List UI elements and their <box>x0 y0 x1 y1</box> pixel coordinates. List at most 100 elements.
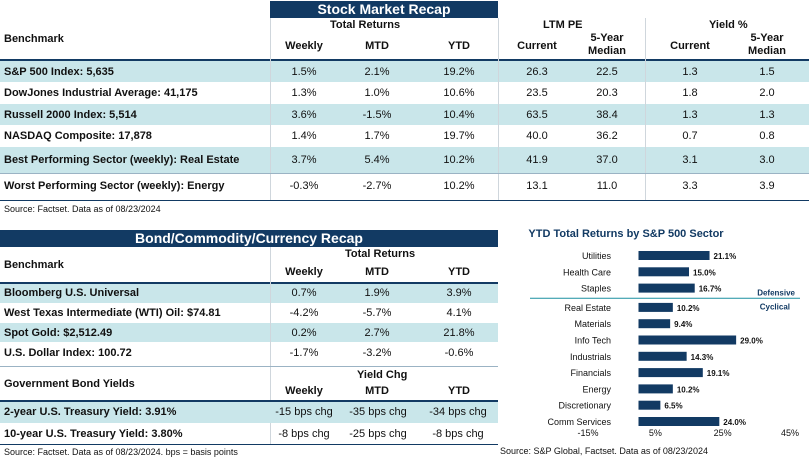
stock-ltm-pe-header: LTM PE <box>543 19 583 31</box>
stock-cell-yield-median: 1.5 <box>759 66 775 78</box>
bond-cell-mtd: 1.9% <box>364 287 390 299</box>
bond-row-label: West Texas Intermediate (WTI) Oil: $74.8… <box>4 307 221 319</box>
sector-returns-chart: YTD Total Returns by S&P 500 Sector Util… <box>500 228 800 456</box>
bond-row-band <box>0 284 498 303</box>
group-label-defensive: Defensive <box>757 288 795 297</box>
stock-cell-pe-current: 23.5 <box>526 87 548 99</box>
stock-cell-ytd: 19.2% <box>443 66 475 78</box>
stock-col-weekly: Weekly <box>285 40 323 52</box>
bond-cell-mtd: -5.7% <box>362 307 392 319</box>
bond-cell-weekly: -4.2% <box>289 307 319 319</box>
stock-col-yield-median-2: Median <box>748 45 786 57</box>
bond-row-band <box>0 323 498 342</box>
data-label: 29.0% <box>740 337 763 346</box>
bond-source: Source: Factset. Data as of 08/23/2024. … <box>4 447 238 457</box>
stock-row-label: Russell 2000 Index: 5,514 <box>4 109 137 121</box>
x-tick-label: 45% <box>781 428 799 438</box>
bar <box>638 384 673 394</box>
stock-header-divider <box>0 59 809 61</box>
stock-col-yield-median-1: 5-Year <box>750 32 784 44</box>
bond-cell-ytd: 4.1% <box>446 307 472 319</box>
stock-cell-yield-current: 1.3 <box>682 66 698 78</box>
stock-cell-weekly: -0.3% <box>289 180 319 192</box>
category-label: Comm Services <box>547 417 611 427</box>
gov-cell-weekly: -15 bps chg <box>275 406 333 418</box>
bond-table-bottom <box>0 444 498 445</box>
stock-cell-weekly: 1.3% <box>291 87 317 99</box>
x-tick-label: 25% <box>714 428 732 438</box>
gov-header-divider <box>0 400 498 402</box>
x-tick-label: -15% <box>577 428 598 438</box>
stock-row-label: Best Performing Sector (weekly): Real Es… <box>4 154 240 166</box>
stock-cell-yield-median: 3.9 <box>759 180 775 192</box>
stock-row-band <box>0 104 809 125</box>
category-label: Info Tech <box>575 336 611 346</box>
bond-row-label: U.S. Dollar Index: 100.72 <box>4 347 132 359</box>
bar <box>638 368 703 378</box>
category-label: Discretionary <box>558 401 611 411</box>
gov-yield-chg-header: Yield Chg <box>357 369 408 381</box>
stock-cell-ytd: 19.7% <box>443 130 475 142</box>
bond-col-mtd: MTD <box>365 266 389 278</box>
stock-recap-title: Stock Market Recap <box>270 1 498 18</box>
gov-cell-ytd: -34 bps chg <box>429 406 487 418</box>
category-label: Industrials <box>570 352 612 362</box>
data-label: 10.2% <box>677 304 700 313</box>
gov-yields-header: Government Bond Yields <box>4 378 135 390</box>
stock-cell-weekly: 3.6% <box>291 109 317 121</box>
bond-col-divider <box>270 247 271 445</box>
stock-cell-yield-current: 3.1 <box>682 154 698 166</box>
stock-cell-pe-median: 38.4 <box>596 109 618 121</box>
stock-cell-mtd: -1.5% <box>362 109 392 121</box>
stock-cell-pe-median: 36.2 <box>596 130 618 142</box>
stock-col-mtd: MTD <box>365 40 389 52</box>
stock-cell-yield-current: 3.3 <box>682 180 698 192</box>
gov-col-mtd: MTD <box>365 385 389 397</box>
bond-cell-weekly: 0.7% <box>291 287 317 299</box>
stock-total-returns-header: Total Returns <box>330 19 401 31</box>
category-label: Utilities <box>582 251 612 261</box>
stock-col-divider <box>645 18 646 200</box>
bond-cell-mtd: -3.2% <box>362 347 392 359</box>
bar <box>638 267 689 277</box>
gov-row-label: 10-year U.S. Treasury Yield: 3.80% <box>4 428 183 440</box>
data-label: 10.2% <box>677 385 700 394</box>
gov-cell-weekly: -8 bps chg <box>278 428 330 440</box>
bar <box>638 417 720 426</box>
bar <box>638 302 673 312</box>
x-tick-label: 5% <box>649 428 662 438</box>
category-label: Energy <box>582 384 611 394</box>
stock-cell-mtd: -2.7% <box>362 180 392 192</box>
bond-cell-ytd: 21.8% <box>443 327 475 339</box>
stock-table-bottom <box>0 200 809 201</box>
category-label: Staples <box>581 284 612 294</box>
bond-cell-mtd: 2.7% <box>364 327 390 339</box>
stock-cell-mtd: 2.1% <box>364 66 390 78</box>
bond-section-divider <box>0 366 498 367</box>
category-label: Real Estate <box>564 303 611 313</box>
data-label: 14.3% <box>691 353 714 362</box>
bond-cell-weekly: 0.2% <box>291 327 317 339</box>
stock-cell-pe-current: 63.5 <box>526 109 548 121</box>
stock-cell-weekly: 3.7% <box>291 154 317 166</box>
stock-cell-mtd: 5.4% <box>364 154 390 166</box>
bond-row-label: Bloomberg U.S. Universal <box>4 287 140 299</box>
bond-cell-ytd: 3.9% <box>446 287 472 299</box>
bar <box>638 335 737 345</box>
stock-row-label: S&P 500 Index: 5,635 <box>4 66 114 78</box>
bond-benchmark-header: Benchmark <box>4 259 64 271</box>
stock-row-divider <box>0 173 809 174</box>
bond-row-label: Spot Gold: $2,512.49 <box>4 327 113 339</box>
gov-row-band <box>0 402 498 423</box>
gov-cell-mtd: -35 bps chg <box>349 406 407 418</box>
bar <box>638 400 661 410</box>
category-label: Health Care <box>563 267 611 277</box>
bond-cell-ytd: -0.6% <box>444 347 474 359</box>
data-label: 21.1% <box>714 252 737 261</box>
bar <box>638 283 695 293</box>
bond-col-ytd: YTD <box>448 266 470 278</box>
gov-cell-ytd: -8 bps chg <box>432 428 484 440</box>
gov-row-label: 2-year U.S. Treasury Yield: 3.91% <box>4 406 177 418</box>
bar <box>638 351 687 361</box>
gov-col-weekly: Weekly <box>285 385 323 397</box>
